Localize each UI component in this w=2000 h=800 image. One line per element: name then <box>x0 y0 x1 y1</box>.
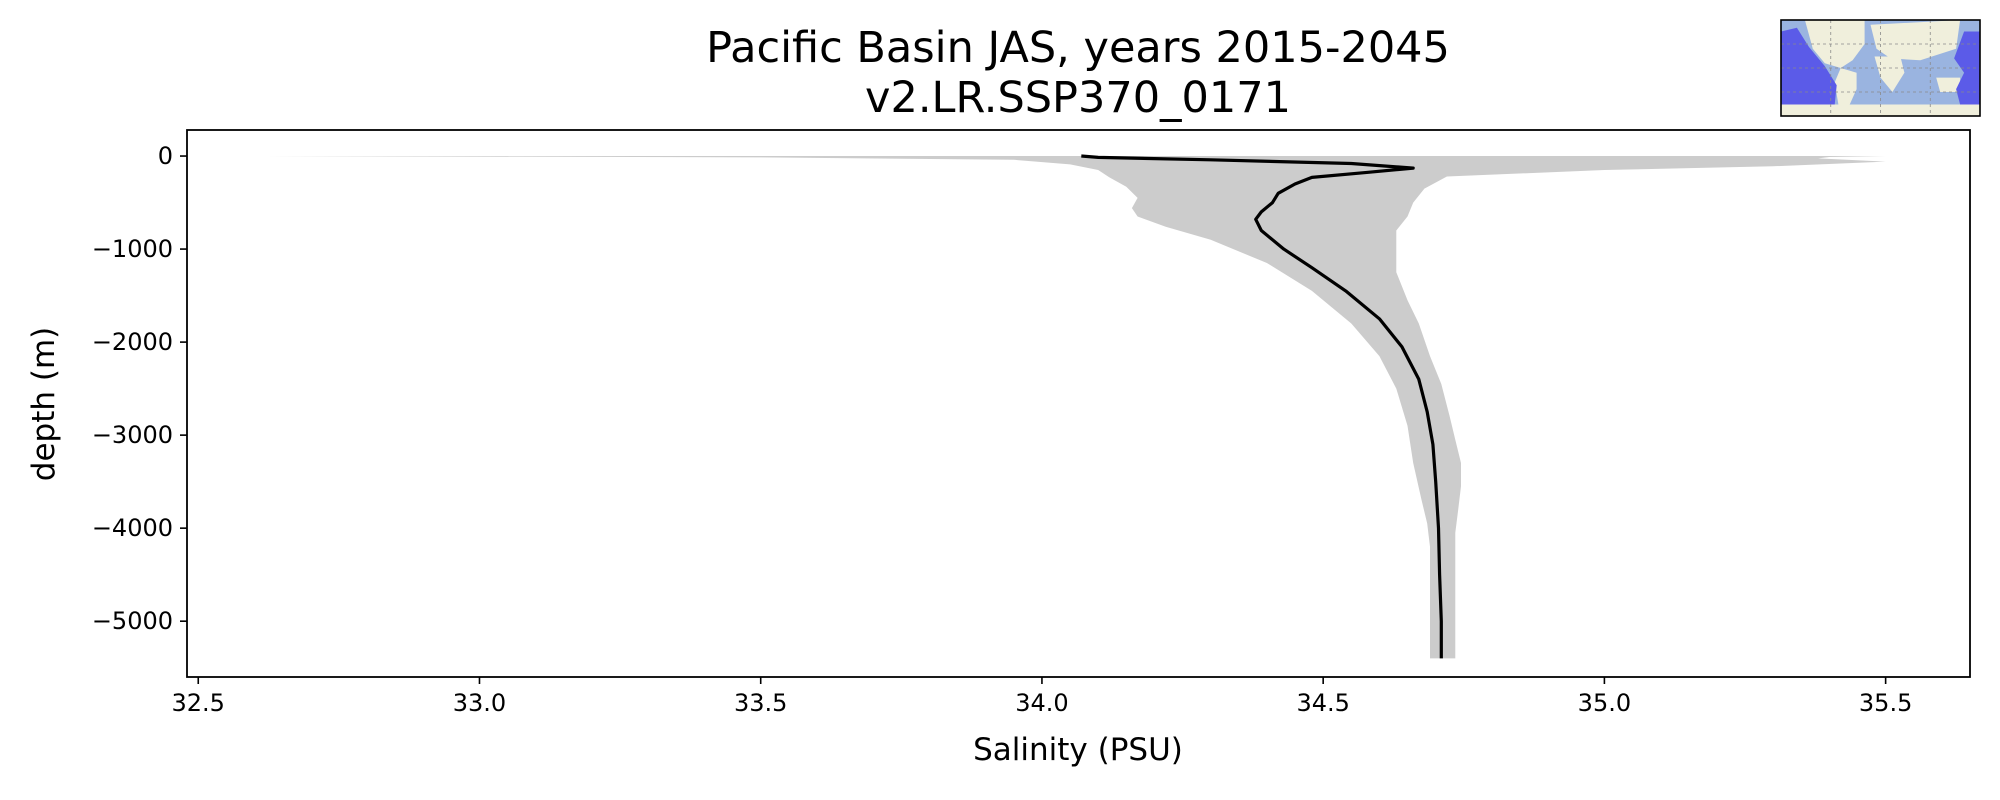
y-tick-label: −5000 <box>92 607 173 635</box>
region-inset-map <box>1780 19 1981 117</box>
inset-frame <box>1780 19 1981 117</box>
x-tick-label: 32.5 <box>172 689 225 717</box>
y-tick-label: −2000 <box>92 328 173 356</box>
x-tick-label: 33.0 <box>453 689 506 717</box>
y-tick-label: 0 <box>158 142 173 170</box>
inset-land-africa <box>1874 56 1905 92</box>
salinity-range-band <box>265 156 1886 659</box>
x-axis-label: Salinity (PSU) <box>973 732 1183 768</box>
plot-frame <box>186 129 1971 678</box>
mean-salinity-line <box>1081 154 1443 659</box>
inset-land-north-america <box>1804 20 1865 68</box>
chart-title-line2: v2.LR.SSP370_0171 <box>865 73 1291 123</box>
inset-land-south-america <box>1834 68 1857 112</box>
x-tick-label: 34.5 <box>1296 689 1349 717</box>
chart-title-line1: Pacific Basin JAS, years 2015-2045 <box>706 23 1450 73</box>
y-tick-label: −4000 <box>92 514 173 542</box>
inset-pacific-west <box>1781 27 1837 105</box>
y-axis: 0 −1000 −2000 −3000 −4000 −5000 <box>92 142 187 635</box>
y-tick-label: −3000 <box>92 421 173 449</box>
y-axis-label: depth (m) <box>26 327 62 481</box>
x-tick-label: 34.0 <box>1015 689 1068 717</box>
range-band-layer <box>265 156 1886 659</box>
x-tick-label: 35.0 <box>1578 689 1631 717</box>
x-tick-label: 35.5 <box>1859 689 1912 717</box>
y-tick-label: −1000 <box>92 235 173 263</box>
inset-land-eurasia <box>1870 20 1961 61</box>
x-tick-label: 33.5 <box>734 689 787 717</box>
plot-area <box>186 129 1971 678</box>
mean-line-layer <box>1081 154 1443 659</box>
inset-land-australia <box>1936 77 1961 92</box>
x-axis: 32.5 33.0 33.5 34.0 34.5 35.0 35.5 <box>172 677 1912 717</box>
